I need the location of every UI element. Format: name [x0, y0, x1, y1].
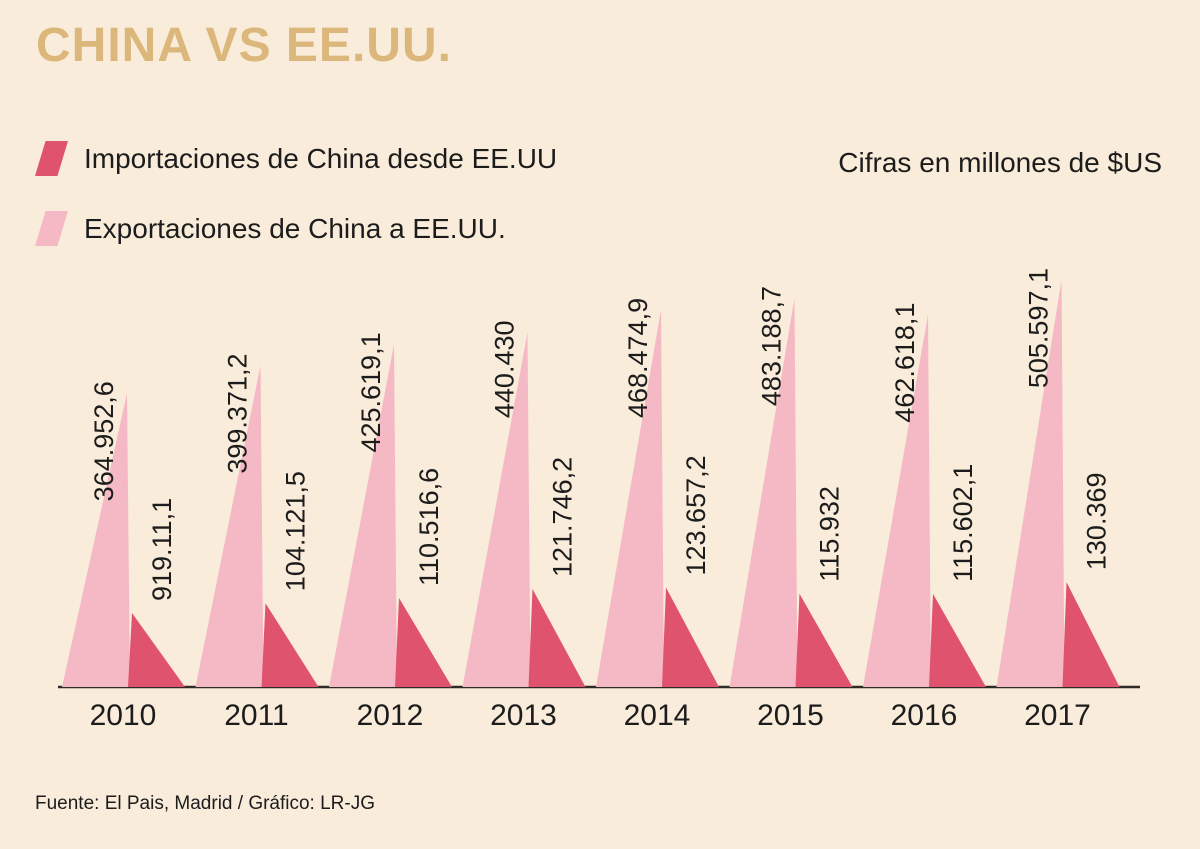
import-value-label: 919.11,1: [147, 498, 177, 601]
import-value-label: 110.516,6: [414, 468, 444, 586]
import-value-label: 123.657,2: [681, 455, 711, 575]
export-value-label: 364.952,6: [89, 381, 119, 501]
export-value-label: 399.371,2: [223, 354, 253, 474]
import-value-label: 115.932: [815, 486, 845, 582]
import-value-label: 130.369: [1082, 472, 1112, 570]
export-value-label: 505.597,1: [1024, 268, 1054, 388]
export-fin: [729, 298, 798, 687]
year-label: 2013: [490, 699, 557, 732]
legend-label-exports: Exportaciones de China a EE.UU.: [84, 212, 506, 244]
year-label: 2017: [1024, 699, 1091, 732]
export-fin: [62, 393, 130, 687]
import-fin: [128, 613, 185, 687]
export-fin: [863, 314, 931, 687]
export-fin: [195, 365, 264, 687]
export-fin: [996, 280, 1065, 687]
exports-swatch-icon: [35, 211, 68, 246]
triangle-bar-chart: 364.952,6 919.11,1 2010 399.371,2 104.121,5 2…: [58, 268, 1140, 732]
export-fin: [329, 344, 397, 687]
legend-item-imports: Importaciones de China desde EE.UU: [35, 141, 557, 176]
chart-title: CHINA VS EE.UU.: [36, 19, 452, 72]
year-label: 2015: [757, 699, 824, 732]
imports-swatch-icon: [35, 141, 68, 176]
import-fin: [795, 593, 853, 687]
export-value-label: 468.474,9: [623, 298, 653, 418]
source-credit: Fuente: El Pais, Madrid / Gráfico: LR-JG: [35, 793, 376, 814]
legend-item-exports: Exportaciones de China a EE.UU.: [35, 211, 506, 246]
import-value-label: 104.121,5: [281, 471, 311, 591]
import-value-label: 115.602,1: [948, 464, 978, 582]
import-value-label: 121.746,2: [548, 457, 578, 577]
year-label: 2016: [891, 699, 958, 732]
import-fin: [528, 589, 586, 687]
import-fin: [261, 603, 319, 687]
year-label: 2012: [357, 699, 424, 732]
export-fin: [462, 332, 531, 687]
import-fin: [929, 593, 986, 687]
units-note: Cifras en millones de $US: [838, 147, 1162, 178]
export-value-label: 440.430: [490, 321, 520, 419]
import-fin: [395, 598, 452, 687]
legend-label-imports: Importaciones de China desde EE.UU: [84, 142, 558, 174]
year-label: 2014: [624, 699, 691, 732]
import-fin: [662, 587, 719, 687]
year-label: 2010: [90, 699, 157, 732]
import-fin: [1062, 582, 1120, 687]
export-value-label: 425.619,1: [356, 332, 386, 452]
year-label: 2011: [224, 699, 289, 732]
export-value-label: 483.188,7: [757, 286, 787, 406]
export-fin: [596, 309, 664, 687]
export-value-label: 462.618,1: [890, 303, 920, 423]
